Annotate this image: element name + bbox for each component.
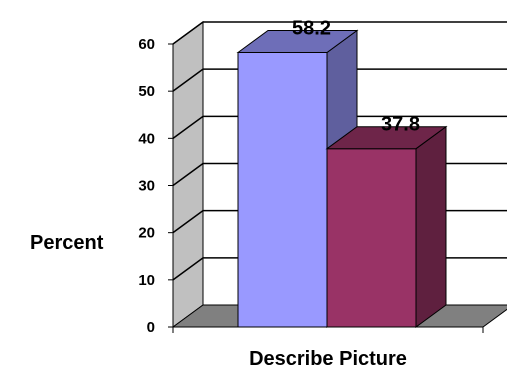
bar-2 [325,125,448,328]
y-tick-label: 40 [138,130,155,147]
bar-top [236,29,359,53]
data-labels: 58.2 37.8 [292,17,420,135]
gridline [172,115,507,139]
y-axis-ticks: 0 10 20 30 40 50 60 [138,36,173,336]
bar-front [326,148,417,328]
bar-top [325,126,448,150]
y-tick-label: 10 [138,272,155,289]
data-label-1: 58.2 [292,17,331,39]
gridline [172,68,507,92]
y-axis-title: Percent [30,232,104,254]
data-label-2: 37.8 [381,114,420,136]
y-tick-label: 30 [138,178,155,195]
y-tick-label: 20 [138,225,155,242]
y-tick-label: 60 [138,36,155,53]
y-tick-label: 0 [147,319,155,336]
bar-side [415,125,447,328]
bars [236,29,448,328]
bar-front [237,51,328,328]
gridline [172,21,507,45]
y-tick-label: 50 [138,83,155,100]
x-axis-title: Describe Picture [249,348,407,370]
